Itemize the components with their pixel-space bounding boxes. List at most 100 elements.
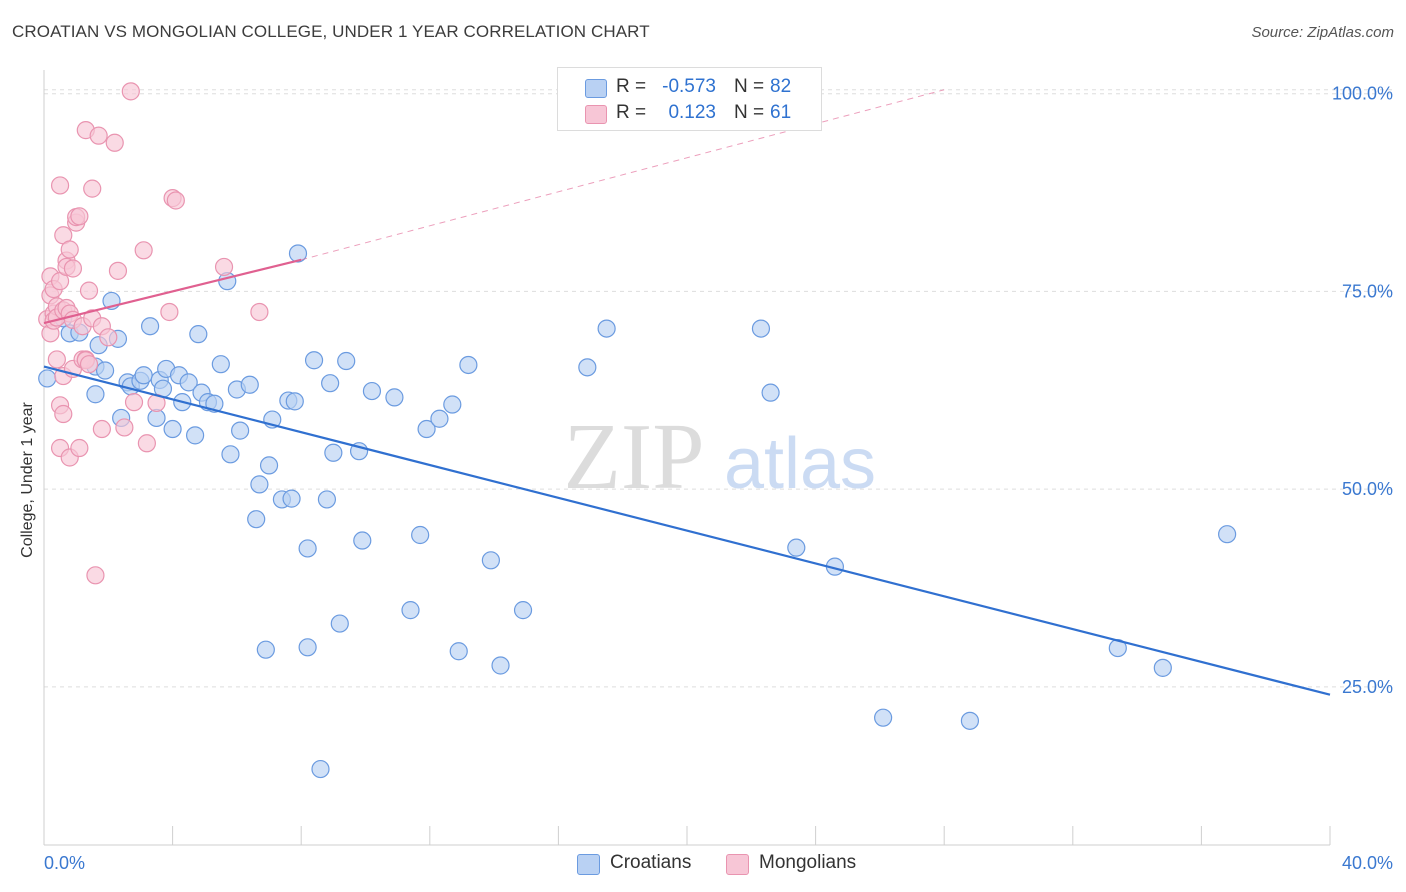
- croatians-point: [385, 388, 404, 407]
- croatians-point: [179, 373, 198, 392]
- mongolians-point: [214, 257, 234, 277]
- x-tick-label: 0.0%: [44, 853, 85, 873]
- croatians-point: [186, 426, 205, 445]
- croatians-swatch: [585, 79, 607, 98]
- croatians-point: [417, 419, 436, 439]
- croatians-point: [874, 708, 893, 727]
- mongolians-legend-swatch: [726, 854, 749, 875]
- source-label: Source: ZipAtlas.com: [1251, 24, 1394, 41]
- mongolians-point: [105, 133, 124, 152]
- mongolians-point: [92, 419, 111, 439]
- mongolians-point: [83, 179, 102, 198]
- axes: [43, 70, 1331, 846]
- n-label: N =: [734, 76, 765, 97]
- croatians-point: [86, 385, 105, 404]
- croatians-point: [353, 531, 372, 550]
- croatians-point: [513, 601, 533, 620]
- croatians-point: [221, 445, 240, 464]
- mongolians-point: [99, 328, 118, 347]
- croatians-point: [163, 419, 182, 439]
- croatians-point: [95, 361, 115, 380]
- r-value: -0.573: [662, 76, 716, 97]
- croatians-point: [597, 319, 616, 338]
- n-label: N =: [734, 102, 765, 123]
- mongolians-point: [79, 355, 99, 374]
- mongolians-point: [70, 207, 89, 226]
- croatians-point: [751, 319, 771, 338]
- croatians-point: [449, 642, 468, 661]
- croatians-point: [578, 358, 597, 377]
- croatians-point: [311, 759, 330, 779]
- trend-lines: [43, 89, 1331, 696]
- croatians-point: [337, 351, 356, 371]
- mongolians-point: [89, 126, 108, 145]
- mongolians-swatch: [585, 105, 607, 124]
- mongolians-point: [60, 240, 79, 259]
- croatians-point: [1218, 525, 1237, 544]
- mongolians-point: [54, 404, 73, 424]
- mongolians-point: [121, 82, 140, 101]
- mongolians-point: [70, 438, 89, 458]
- croatians-point: [443, 395, 462, 414]
- y-tick-labels: 25.0% 50.0% 75.0% 100.0%: [1332, 84, 1393, 697]
- croatians-point: [761, 383, 780, 402]
- croatians-point: [324, 443, 343, 462]
- n-value: 82: [770, 76, 792, 97]
- mongolians-point: [134, 241, 153, 260]
- legend-label: Croatians: [610, 852, 692, 873]
- watermark-atlas: atlas: [724, 424, 876, 504]
- croatians-point: [491, 656, 510, 675]
- mongolians-trend-line: [43, 258, 302, 325]
- croatians-point: [401, 601, 420, 620]
- croatians-point: [960, 711, 980, 730]
- croatians-point: [38, 369, 57, 388]
- croatians-point: [321, 374, 340, 393]
- croatians-point: [134, 366, 153, 385]
- croatians-point: [240, 375, 259, 394]
- croatians-point: [411, 525, 430, 545]
- stats-box: R = -0.573 N = 82 R = 0.123 N = 61: [557, 67, 822, 131]
- watermark-zip: ZIP: [564, 405, 705, 509]
- x-tick-label: 40.0%: [1342, 853, 1393, 873]
- croatians-point: [298, 539, 317, 558]
- r-label: R =: [616, 76, 647, 97]
- croatians-point: [362, 381, 382, 401]
- mongolians-point: [86, 566, 105, 585]
- mongolians-point: [50, 176, 70, 195]
- croatians-point: [256, 640, 275, 659]
- croatians-trend-line: [43, 365, 1331, 696]
- croatians-point: [304, 351, 324, 370]
- croatians-point: [189, 325, 208, 344]
- data-points: [38, 82, 1237, 779]
- mongolians-point: [160, 302, 179, 322]
- croatians-point: [247, 510, 266, 529]
- r-value: 0.123: [668, 102, 716, 123]
- y-tick-label: 75.0%: [1342, 281, 1393, 301]
- croatians-point: [285, 392, 304, 411]
- y-axis-label: College, Under 1 year: [19, 402, 36, 558]
- x-tick-labels: 0.0% 40.0%: [44, 853, 1393, 873]
- croatians-point: [459, 355, 478, 375]
- chart-title: CROATIAN VS MONGOLIAN COLLEGE, UNDER 1 Y…: [12, 22, 650, 41]
- watermark: ZIP atlas: [564, 405, 877, 509]
- mongolians-point: [47, 350, 66, 369]
- croatians-point: [430, 409, 449, 428]
- mongolians-point: [166, 191, 185, 210]
- y-tick-label: 50.0%: [1342, 479, 1393, 499]
- croatians-point: [211, 355, 230, 374]
- croatians-point: [481, 551, 500, 570]
- croatians-point: [282, 489, 301, 508]
- croatians-point: [231, 421, 250, 440]
- r-label: R =: [616, 102, 647, 123]
- croatians-point: [250, 475, 269, 494]
- mongolians-point: [79, 281, 99, 300]
- y-tick-label: 100.0%: [1332, 84, 1393, 104]
- croatians-point: [140, 317, 160, 336]
- croatians-point: [288, 244, 308, 263]
- mongolians-point: [250, 302, 269, 322]
- mongolians-point: [63, 259, 83, 278]
- croatians-legend-swatch: [577, 854, 600, 875]
- n-value: 61: [770, 102, 792, 123]
- croatians-point: [298, 638, 317, 657]
